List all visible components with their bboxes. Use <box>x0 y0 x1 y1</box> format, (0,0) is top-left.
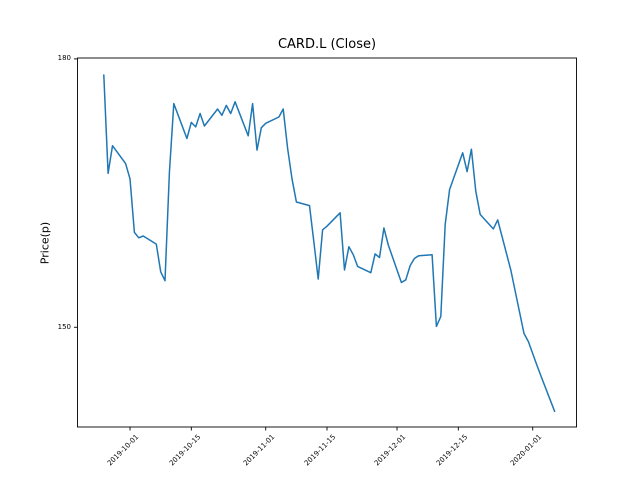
chart-title: CARD.L (Close) <box>277 37 377 52</box>
axis-tick-marks <box>74 58 534 431</box>
y-tick-label: 150 <box>57 322 71 331</box>
y-tick-label: 180 <box>57 54 71 63</box>
price-line-series <box>103 74 556 413</box>
